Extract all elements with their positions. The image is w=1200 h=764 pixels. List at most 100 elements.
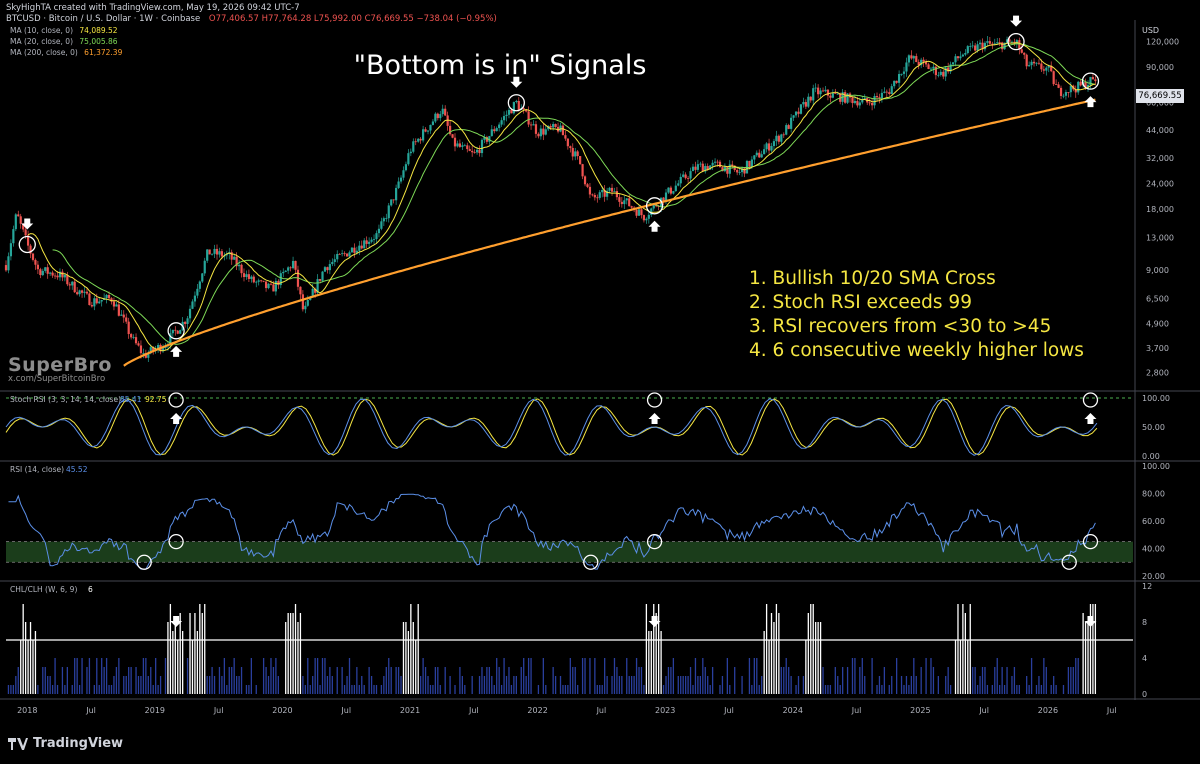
candle-body	[951, 62, 955, 65]
candle-body	[775, 135, 778, 142]
candle-body	[345, 253, 349, 257]
candle-body	[284, 270, 287, 272]
candle	[14, 213, 17, 232]
candle	[132, 334, 135, 340]
rsi-pane: 100.00 80.00 60.00 40.00 20.00 RSI (14, close…	[6, 462, 1170, 581]
candle	[620, 196, 623, 208]
candle-body	[306, 299, 309, 306]
candle-body	[76, 292, 79, 295]
candle	[112, 297, 116, 311]
candle	[372, 234, 376, 245]
candle	[213, 244, 216, 258]
candle	[1064, 89, 1068, 100]
candle-body	[817, 87, 820, 95]
candle	[26, 230, 30, 251]
stoch-d-value: 92.75	[145, 395, 167, 404]
rsi-signal-circle	[646, 533, 663, 550]
candle	[392, 199, 395, 204]
candle	[294, 260, 297, 274]
candle-body	[1089, 77, 1092, 85]
candle	[787, 123, 790, 130]
candle-body	[907, 55, 911, 63]
candle-body	[196, 288, 199, 296]
candle	[328, 259, 331, 275]
candle-body	[743, 168, 746, 174]
symbol-line[interactable]: BTCUSD · Bitcoin / U.S. Dollar · 1W · Co…	[6, 14, 201, 24]
rsi-band	[6, 541, 1133, 563]
candle-body	[652, 204, 655, 209]
ma20-legend[interactable]: MA (20, close, 0) 75,005.86	[10, 37, 118, 46]
candle	[829, 93, 832, 103]
candle-body	[915, 56, 918, 63]
candle-body	[878, 97, 881, 99]
tradingview-logo[interactable]: TradingView	[8, 736, 123, 751]
candle	[395, 184, 398, 205]
ma200-legend[interactable]: MA (200, close, 0) 61,372.39	[10, 48, 122, 57]
candle	[640, 206, 643, 219]
stoch-signal-arrow	[648, 413, 661, 424]
candle-body	[861, 99, 864, 103]
candle	[1042, 65, 1045, 75]
candle-body	[618, 197, 621, 202]
candle-body	[593, 195, 596, 198]
candle-body	[966, 46, 969, 54]
candle-body	[767, 143, 771, 151]
candle-body	[127, 321, 130, 335]
candle-body	[1055, 84, 1058, 85]
chl-legend-label: CHL/CLH (W, 6, 9)	[10, 585, 77, 594]
candle-body	[71, 281, 74, 286]
candle	[569, 145, 572, 153]
candle	[1005, 36, 1009, 44]
candle	[483, 134, 486, 144]
candle	[480, 138, 484, 158]
candle	[696, 159, 700, 173]
candle-body	[991, 43, 994, 45]
candle-body	[247, 274, 251, 279]
candle	[412, 138, 415, 154]
candle	[49, 271, 52, 276]
candle	[417, 137, 420, 143]
candle	[323, 265, 327, 272]
candle	[623, 195, 626, 210]
candle-body	[699, 163, 702, 165]
candle-body	[942, 71, 945, 77]
candle-body	[819, 90, 822, 95]
candle-body	[794, 111, 798, 116]
candle	[834, 88, 837, 94]
candle-body	[691, 166, 695, 172]
candle-body	[46, 267, 49, 274]
candle-body	[522, 108, 525, 110]
candle-body	[596, 197, 599, 199]
ma200-label: MA (200, close, 0)	[10, 48, 78, 57]
candle-body	[1077, 81, 1080, 93]
candle-body	[343, 253, 346, 255]
ma10-legend[interactable]: MA (10, close, 0) 74,089.52	[10, 26, 118, 35]
candle	[888, 88, 891, 96]
time-tick-label: Jul	[723, 706, 734, 715]
candle-body	[777, 135, 780, 142]
candle	[559, 122, 562, 133]
candle	[230, 249, 233, 265]
candle-body	[932, 66, 935, 69]
candle-body	[539, 128, 542, 137]
candle-body	[1047, 65, 1050, 68]
signal-circle	[167, 322, 185, 340]
candle-body	[412, 141, 415, 152]
ma20-label: MA (20, close, 0)	[10, 37, 74, 46]
price-tick-label: 60,000	[1146, 99, 1174, 108]
candle	[208, 249, 211, 255]
candle	[161, 344, 165, 353]
candle-body	[883, 91, 886, 93]
candle-body	[372, 238, 376, 240]
brand-handle: x.com/SuperBitcoinBro	[8, 374, 106, 384]
candle-body	[601, 189, 604, 193]
candle-body	[917, 62, 920, 66]
superbro-watermark: SuperBro x.com/SuperBitcoinBro	[8, 354, 112, 384]
stoch-signal-circle	[646, 392, 663, 408]
candle	[85, 287, 89, 296]
signal-arrow-up	[1084, 96, 1097, 108]
candle-body	[333, 259, 336, 262]
candle-body	[517, 100, 520, 110]
candle	[738, 168, 741, 176]
